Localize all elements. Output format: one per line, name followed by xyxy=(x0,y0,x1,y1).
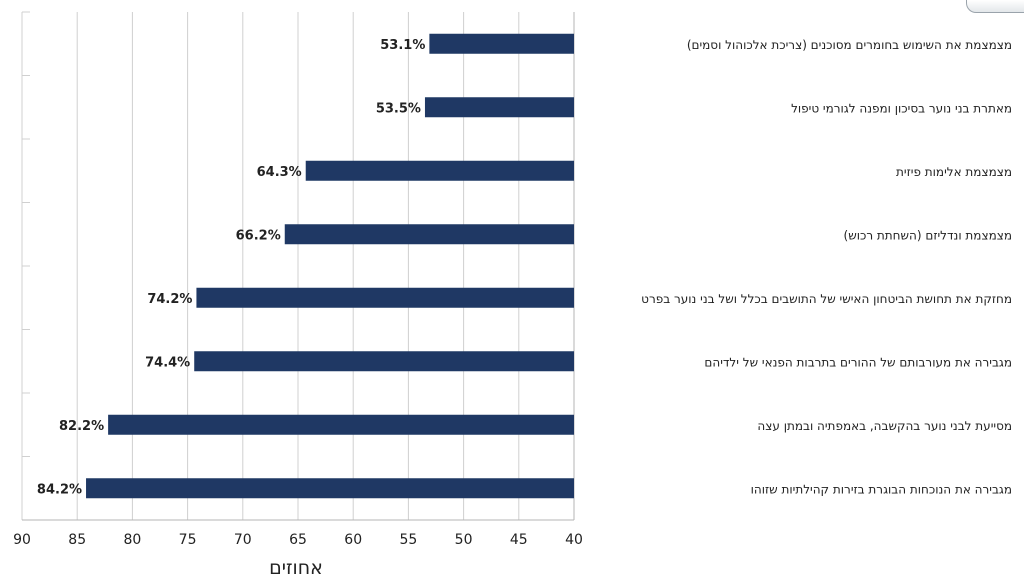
category-label: מצמצמת את השימוש בחומרים מסוכנים (צריכת … xyxy=(687,38,1012,52)
category-label: מחזקת את תחושת הביטחון האישי של התושבים … xyxy=(641,292,1012,306)
bar xyxy=(194,351,574,372)
bar xyxy=(429,33,574,54)
bar xyxy=(424,97,574,118)
x-tick-label: 80 xyxy=(123,532,141,548)
data-label: 74.2% xyxy=(147,292,192,307)
data-label: 64.3% xyxy=(257,165,302,180)
x-tick-label: 85 xyxy=(68,532,86,548)
x-tick-label: 50 xyxy=(455,532,473,548)
bar xyxy=(86,478,575,499)
data-label: 82.2% xyxy=(59,419,104,434)
x-tick-label: 45 xyxy=(510,532,528,548)
data-label: 53.1% xyxy=(380,38,425,53)
bar xyxy=(108,414,574,435)
x-tick-label: 55 xyxy=(399,532,417,548)
bar xyxy=(196,287,574,308)
data-label: 84.2% xyxy=(37,482,82,497)
x-tick-label: 60 xyxy=(344,532,362,548)
category-label: מגבירה את מעורבותם של ההורים בתרבות הפנא… xyxy=(704,355,1012,369)
category-label: מצמצמת אלימות פיזית xyxy=(896,165,1012,179)
x-tick-label: 75 xyxy=(179,532,197,548)
bar xyxy=(305,160,574,181)
x-tick-label: 40 xyxy=(565,532,583,548)
category-label: מצמצמת ונדליזם (השחתת רכוש) xyxy=(844,228,1012,242)
category-label: מאתרת בני נוער בסיכון ומפנה לגורמי טיפול xyxy=(791,101,1012,115)
x-tick-label: 90 xyxy=(13,532,31,548)
category-label: מסייעת לבני נוער בהקשבה, באמפתיה ובמתן ע… xyxy=(757,419,1012,433)
x-axis-title: אחוזים xyxy=(269,557,323,579)
frame-corner xyxy=(966,0,1024,13)
category-label: מגבירה את הנוכחות הבוגרת בזירות קהילתיות… xyxy=(751,482,1012,496)
x-tick-label: 70 xyxy=(234,532,252,548)
data-label: 53.5% xyxy=(376,101,421,116)
x-tick-label: 65 xyxy=(289,532,307,548)
data-label: 66.2% xyxy=(236,228,281,243)
bar xyxy=(284,224,574,245)
data-label: 74.4% xyxy=(145,355,190,370)
